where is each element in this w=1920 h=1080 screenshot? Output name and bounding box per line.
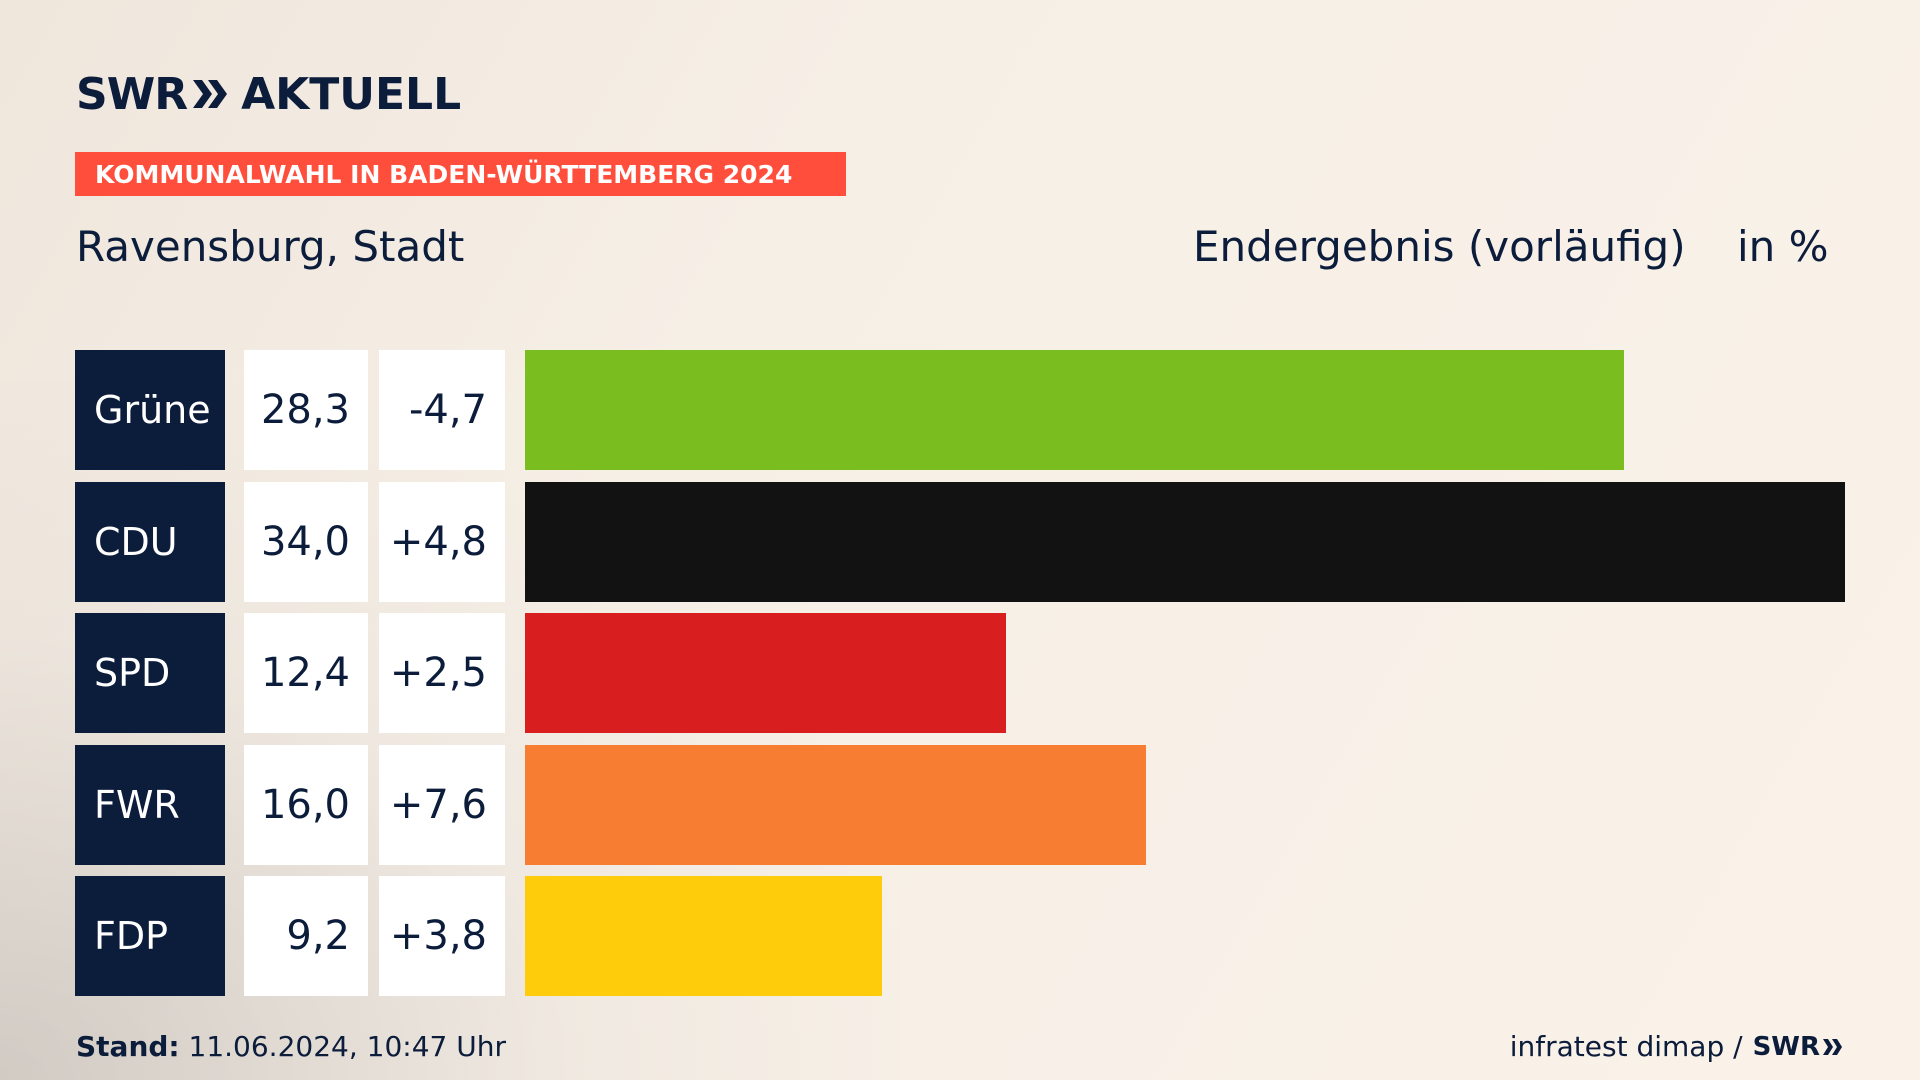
result-bar xyxy=(525,350,1624,470)
swr-aktuell-logo: SWR AKTUELL xyxy=(76,68,462,120)
source-text: infratest dimap / xyxy=(1509,1030,1743,1063)
chart-row: Grüne 28,3 -4,7 xyxy=(75,350,1845,470)
value-label: 9,2 xyxy=(244,876,368,996)
diff-label: +2,5 xyxy=(379,613,505,733)
logo-aktuell-text: AKTUELL xyxy=(241,68,462,120)
unit-label: in % xyxy=(1737,222,1829,271)
result-bar xyxy=(525,744,1146,865)
result-bar xyxy=(525,876,882,996)
place-title: Ravensburg, Stadt xyxy=(76,222,465,271)
small-double-chevron-icon xyxy=(1823,1038,1842,1055)
stand-label: Stand: xyxy=(76,1030,180,1063)
chart-row: CDU 34,0 +4,8 xyxy=(75,481,1845,602)
value-label: 34,0 xyxy=(244,481,368,602)
party-label: FDP xyxy=(75,876,225,996)
election-banner: KOMMUNALWAHL IN BADEN-WÜRTTEMBERG 2024 xyxy=(75,152,846,196)
double-chevron-icon xyxy=(193,80,228,108)
chart-row: FDP 9,2 +3,8 xyxy=(75,876,1845,996)
value-label: 28,3 xyxy=(244,350,368,470)
source-brand: SWR xyxy=(1753,1032,1844,1062)
value-label: 12,4 xyxy=(244,613,368,733)
diff-label: +3,8 xyxy=(379,876,505,996)
source-brand-text: SWR xyxy=(1752,1031,1820,1062)
party-label: CDU xyxy=(75,481,225,602)
diff-label: +7,6 xyxy=(379,744,505,865)
party-label: FWR xyxy=(75,744,225,865)
stand-value: 11.06.2024, 10:47 Uhr xyxy=(179,1030,506,1063)
result-bar xyxy=(525,613,1006,733)
source-credit: infratest dimap / SWR xyxy=(1510,1030,1844,1063)
chart-row: SPD 12,4 +2,5 xyxy=(75,613,1845,733)
diff-label: -4,7 xyxy=(379,350,505,470)
chart-row: FWR 16,0 +7,6 xyxy=(75,744,1845,865)
diff-label: +4,8 xyxy=(379,481,505,602)
party-label: Grüne xyxy=(75,350,225,470)
value-label: 16,0 xyxy=(244,744,368,865)
logo-swr-text: SWR xyxy=(76,68,188,120)
timestamp: Stand: 11.06.2024, 10:47 Uhr xyxy=(76,1030,506,1063)
result-bar xyxy=(525,481,1845,602)
party-label: SPD xyxy=(75,613,225,733)
result-status-label: Endergebnis (vorläufig) xyxy=(1193,222,1686,271)
